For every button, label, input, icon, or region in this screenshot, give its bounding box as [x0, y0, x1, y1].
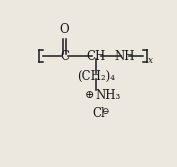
Text: ⊕: ⊕ — [84, 90, 94, 100]
Text: ⊖: ⊖ — [101, 107, 108, 116]
Text: x: x — [148, 56, 153, 65]
Text: C: C — [60, 50, 69, 63]
Text: NH₃: NH₃ — [95, 89, 120, 102]
Text: NH: NH — [115, 50, 135, 63]
Text: (CH₂)₄: (CH₂)₄ — [77, 69, 115, 82]
Text: Cl: Cl — [92, 107, 105, 120]
Text: CH: CH — [87, 50, 106, 63]
Text: O: O — [60, 23, 69, 36]
